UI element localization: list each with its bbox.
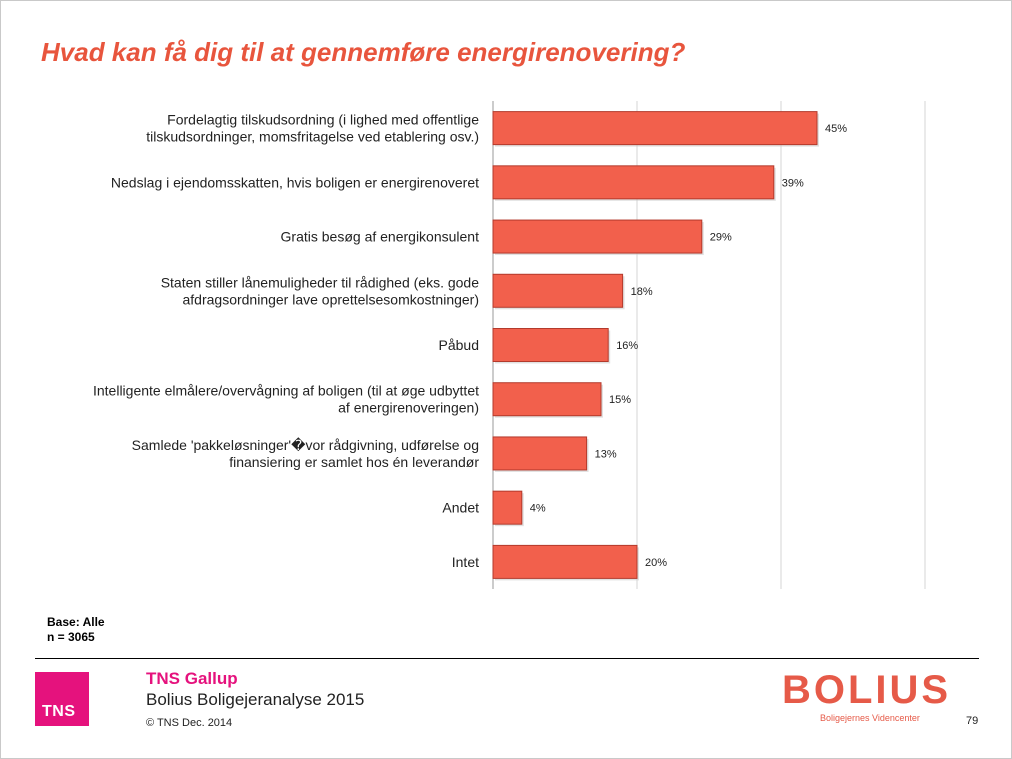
base-label: Base: Alle (47, 615, 105, 629)
copyright: © TNS Dec. 2014 (146, 717, 233, 729)
bolius-logo: BOLIUS (782, 668, 952, 712)
category-label: Påbud (439, 337, 479, 353)
bar (492, 490, 523, 525)
bar-value-label: 29% (710, 232, 732, 244)
bolius-tagline: Boligejernes Videncenter (820, 713, 920, 723)
category-label: afdragsordninger lave oprettelsesomkostn… (183, 291, 480, 307)
bar (492, 219, 703, 254)
bar-chart: 45% Fordelagtig tilskudsordning (i lighed… (93, 101, 926, 589)
bar (492, 165, 775, 200)
category-label: finansiering er samlet hos én leverandør (229, 454, 479, 470)
category-label: Fordelagtig tilskudsordning (i lighed me… (167, 112, 479, 128)
category-label: Gratis besøg af energikonsulent (281, 229, 480, 245)
bar-value-label: 45% (825, 123, 847, 135)
category-label: Intelligente elmålere/overvågning af bol… (93, 383, 479, 399)
tns-logo-text: TNS (42, 703, 76, 720)
category-label: Samlede 'pakkeløsninger'�vor rådgivning,… (132, 437, 479, 453)
category-label: Intet (452, 554, 479, 570)
base-note: Base: Alle n = 3065 (47, 615, 105, 645)
category-label: Nedslag i ejendomsskatten, hvis boligen … (111, 174, 479, 190)
tns-brand: TNS Gallup (146, 669, 238, 688)
category-label: Andet (442, 500, 479, 516)
bar (492, 436, 588, 471)
bar (492, 328, 609, 362)
bar-value-label: 4% (530, 503, 546, 515)
category-label: tilskudsordninger, momsfritagelse ved et… (146, 129, 479, 145)
category-label: af energirenoveringen) (338, 400, 479, 416)
tns-logo: TNS (35, 672, 89, 726)
bar-value-label: 13% (595, 448, 617, 460)
category-label: Staten stiller lånemuligheder til rådigh… (161, 274, 480, 290)
bar-value-label: 20% (645, 557, 667, 569)
bar-value-label: 15% (609, 394, 631, 406)
bar-value-label: 16% (616, 340, 638, 352)
bar (492, 273, 624, 308)
report-subtitle: Bolius Boligejeranalyse 2015 (146, 690, 365, 709)
bar-value-label: 18% (631, 286, 653, 298)
footer-divider (35, 658, 979, 659)
bar (492, 544, 638, 579)
bar (492, 382, 602, 417)
sample-size: n = 3065 (47, 630, 95, 644)
bar-value-label: 39% (782, 177, 804, 189)
chart-title: Hvad kan få dig til at gennemføre energi… (41, 37, 686, 67)
page-number: 79 (966, 715, 979, 727)
bar (492, 111, 818, 146)
